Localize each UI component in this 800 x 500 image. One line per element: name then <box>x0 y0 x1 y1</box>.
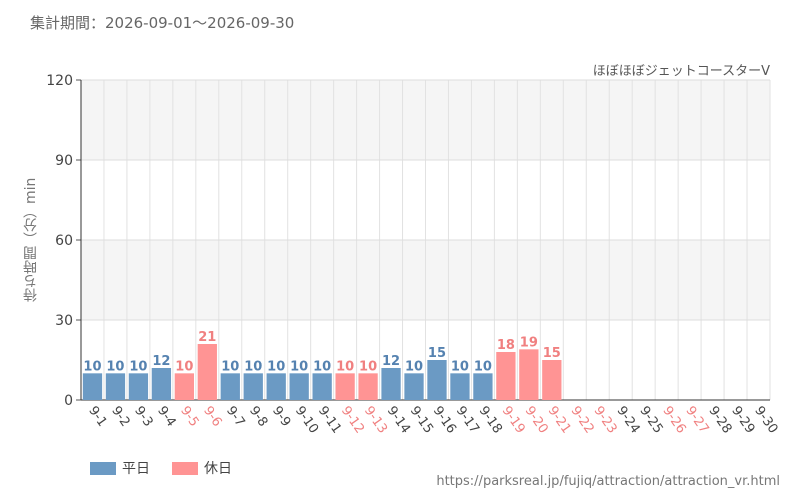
x-tick-label: 9-25 <box>636 404 665 437</box>
y-tick-label: 120 <box>46 73 73 89</box>
x-tick-label: 9-21 <box>545 404 574 437</box>
x-tick-label: 9-13 <box>361 404 390 437</box>
x-tick-label: 9-7 <box>223 404 247 430</box>
bar-value-label: 10 <box>359 359 377 374</box>
bar <box>427 360 447 400</box>
bar <box>128 373 149 400</box>
bar-chart: 0 30 60 90 120 10 9-1 10 9-2 10 9-3 12 9-4 10 9-5 21 9-6… <box>46 73 780 437</box>
x-tick-label: 9-8 <box>246 404 270 430</box>
bar <box>473 373 493 400</box>
x-tick-label: 9-29 <box>728 404 757 437</box>
legend-label-weekday: 平日 <box>122 461 150 477</box>
bar <box>404 373 424 400</box>
bar <box>151 368 172 400</box>
x-tick-label: 9-17 <box>453 404 482 437</box>
bar-value-label: 10 <box>83 359 101 374</box>
bar-value-label: 10 <box>267 359 285 374</box>
bar <box>220 373 240 400</box>
x-tick-label: 9-6 <box>200 404 224 430</box>
bar-value-label: 10 <box>221 359 239 374</box>
bar <box>266 373 286 400</box>
x-tick-label: 9-9 <box>269 404 293 430</box>
x-tick-label: 9-22 <box>568 404 597 437</box>
bar-value-label: 10 <box>290 359 308 374</box>
x-tick-label: 9-4 <box>154 404 178 430</box>
bar <box>289 373 309 400</box>
y-tick-label: 30 <box>55 313 73 329</box>
bar-value-label: 21 <box>198 330 216 345</box>
legend-swatch-holiday <box>172 461 198 475</box>
x-tick-label: 9-30 <box>751 404 780 437</box>
x-tick-label: 9-28 <box>705 404 734 437</box>
bar <box>519 349 539 400</box>
x-tick-label: 9-19 <box>499 404 528 437</box>
period-label: 集計期間：2026-09-01～2026-09-30 <box>30 14 295 32</box>
bar-value-label: 10 <box>175 359 193 374</box>
bar <box>105 373 126 400</box>
x-tick-label: 9-27 <box>682 404 711 437</box>
bar <box>197 344 217 400</box>
y-tick-label: 0 <box>64 393 73 409</box>
x-tick-label: 9-2 <box>108 404 132 430</box>
legend-item-weekday: 平日 <box>90 458 150 478</box>
bar-value-label: 10 <box>451 359 469 374</box>
x-tick-label: 9-1 <box>85 404 109 430</box>
bar-value-label: 10 <box>106 359 124 374</box>
bar <box>82 373 103 400</box>
bar <box>335 373 355 400</box>
bar-value-label: 10 <box>244 359 262 374</box>
y-tick-label: 90 <box>55 153 73 169</box>
x-tick-label: 9-11 <box>315 404 344 437</box>
bar <box>381 368 401 400</box>
x-tick-label: 9-24 <box>613 404 642 437</box>
bar-value-label: 12 <box>152 354 170 369</box>
bar-value-label: 10 <box>405 359 423 374</box>
x-tick-label: 9-15 <box>407 404 436 437</box>
x-tick-label: 9-5 <box>177 404 201 430</box>
bar-value-label: 10 <box>313 359 331 374</box>
bar <box>358 373 378 400</box>
x-tick-label: 9-20 <box>522 404 551 437</box>
bar <box>312 373 332 400</box>
x-tick-label: 9-3 <box>131 404 155 430</box>
bar-value-label: 10 <box>129 359 147 374</box>
x-tick-label: 9-12 <box>338 404 367 437</box>
legend-label-holiday: 休日 <box>204 461 232 477</box>
bar <box>174 373 194 400</box>
source-url: https://parksreal.jp/fujiq/attraction/at… <box>436 474 780 489</box>
legend-swatch-weekday <box>90 461 116 475</box>
bar-value-label: 19 <box>520 335 538 350</box>
x-tick-label: 9-16 <box>430 404 459 437</box>
x-tick-label: 9-18 <box>476 404 505 437</box>
y-tick-label: 60 <box>55 233 73 249</box>
legend-item-holiday: 休日 <box>172 458 232 478</box>
bar-value-label: 10 <box>474 359 492 374</box>
x-tick-label: 9-23 <box>590 404 619 437</box>
bar-value-label: 15 <box>428 346 446 361</box>
bar-value-label: 10 <box>336 359 354 374</box>
bar <box>542 360 562 400</box>
x-tick-label: 9-26 <box>659 404 688 437</box>
bar-value-label: 12 <box>382 354 400 369</box>
bar <box>496 352 516 400</box>
legend: 平日 休日 <box>90 458 232 478</box>
chart-subtitle: ほぼほぼジェットコースターV <box>592 64 770 79</box>
bar-value-label: 15 <box>543 346 561 361</box>
x-tick-label: 9-14 <box>384 404 413 437</box>
x-tick-label: 9-10 <box>292 404 321 437</box>
bar <box>243 373 263 400</box>
bar-value-label: 18 <box>497 338 515 353</box>
bar <box>450 373 470 400</box>
